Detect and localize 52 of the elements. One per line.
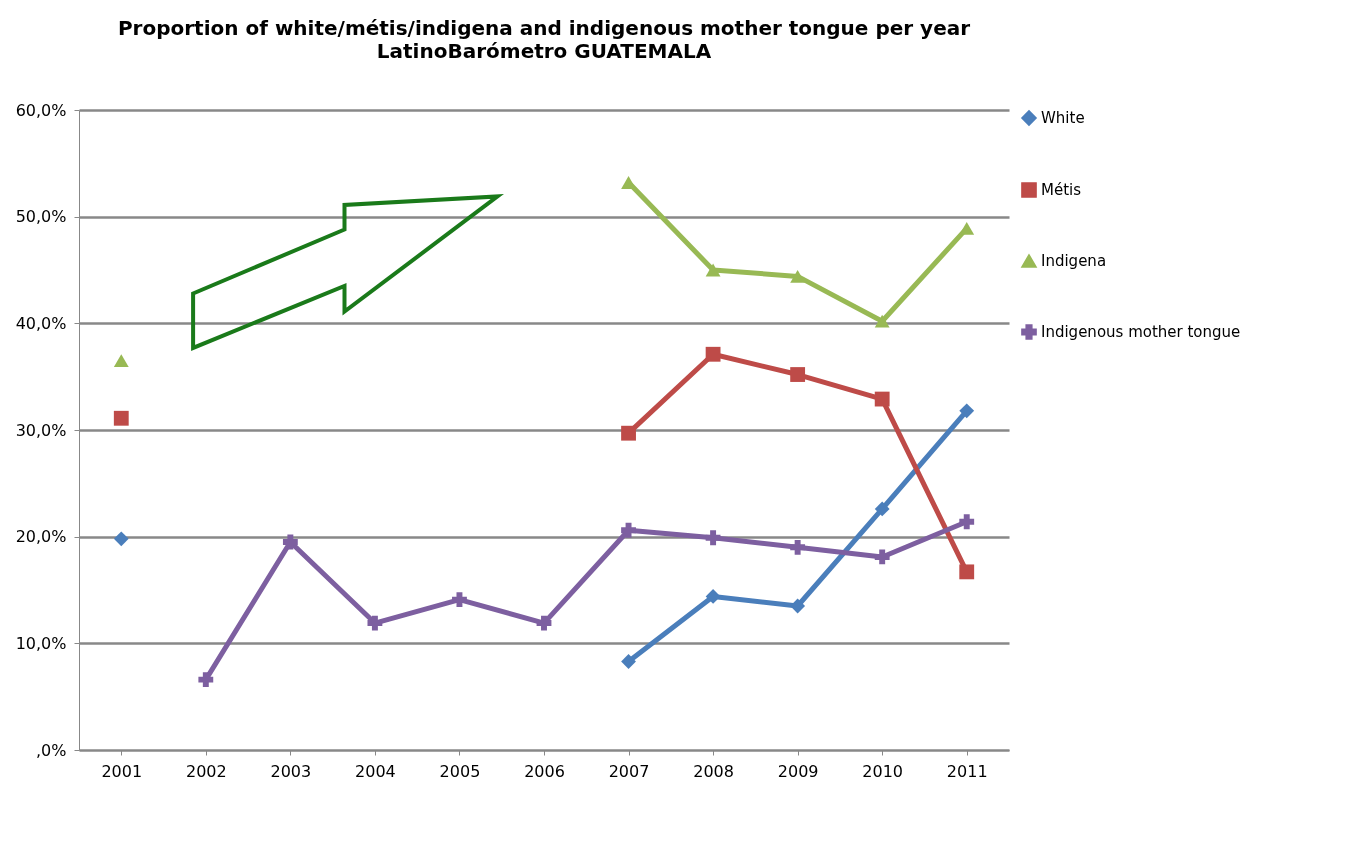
chart-subtitle: LatinoBarómetro GUATEMALA	[376, 39, 712, 63]
point	[705, 263, 721, 277]
point	[959, 221, 975, 235]
point	[959, 564, 975, 580]
y-tick-label: 60,0%	[15, 100, 67, 120]
point	[874, 549, 890, 565]
point	[705, 530, 721, 546]
x-tick-label: 2006	[524, 761, 565, 781]
x-tick-label: 2007	[608, 761, 650, 781]
point	[790, 598, 806, 614]
point	[621, 425, 636, 441]
point	[959, 514, 975, 530]
point	[367, 615, 383, 631]
x-tick-label: 2003	[270, 761, 312, 781]
y-tick-label: ,0%	[36, 740, 67, 760]
point	[790, 269, 806, 283]
x-tick-label: 2005	[439, 761, 481, 781]
point	[621, 654, 636, 669]
point	[959, 403, 975, 419]
point	[198, 672, 214, 688]
point	[874, 314, 890, 328]
y-tick-label: 20,0%	[15, 527, 67, 547]
x-tick-label: 2009	[777, 761, 819, 781]
point	[874, 391, 890, 407]
y-tick-label: 30,0%	[15, 420, 67, 440]
point	[621, 176, 636, 189]
legend-label: White	[1041, 109, 1085, 127]
point	[282, 534, 298, 550]
point	[113, 354, 129, 368]
x-tick-label: 2011	[946, 761, 988, 781]
legend-label: Indigena	[1041, 252, 1107, 270]
point	[705, 346, 721, 362]
y-tick-label: 50,0%	[15, 207, 67, 227]
x-tick-label: 2002	[185, 761, 227, 781]
point	[790, 367, 806, 382]
legend-label: Métis	[1041, 181, 1082, 199]
point	[452, 592, 467, 608]
x-tick-label: 2010	[862, 761, 904, 781]
point	[705, 588, 721, 604]
chart-title: Proportion of white/métis/indigena and indigenous mother tongue per year	[117, 16, 971, 40]
point	[113, 531, 129, 547]
x-tick-label: 2001	[101, 761, 143, 781]
x-tick-label: 2004	[355, 761, 396, 781]
y-tick-label: 10,0%	[15, 633, 67, 653]
point	[621, 522, 636, 538]
y-tick-label: 40,0%	[15, 313, 67, 333]
point	[113, 410, 129, 426]
point	[790, 539, 806, 555]
x-tick-label: 2008	[693, 761, 734, 781]
legend-label: Indigenous mother tongue	[1041, 323, 1241, 341]
point	[536, 615, 552, 631]
point	[874, 501, 890, 517]
